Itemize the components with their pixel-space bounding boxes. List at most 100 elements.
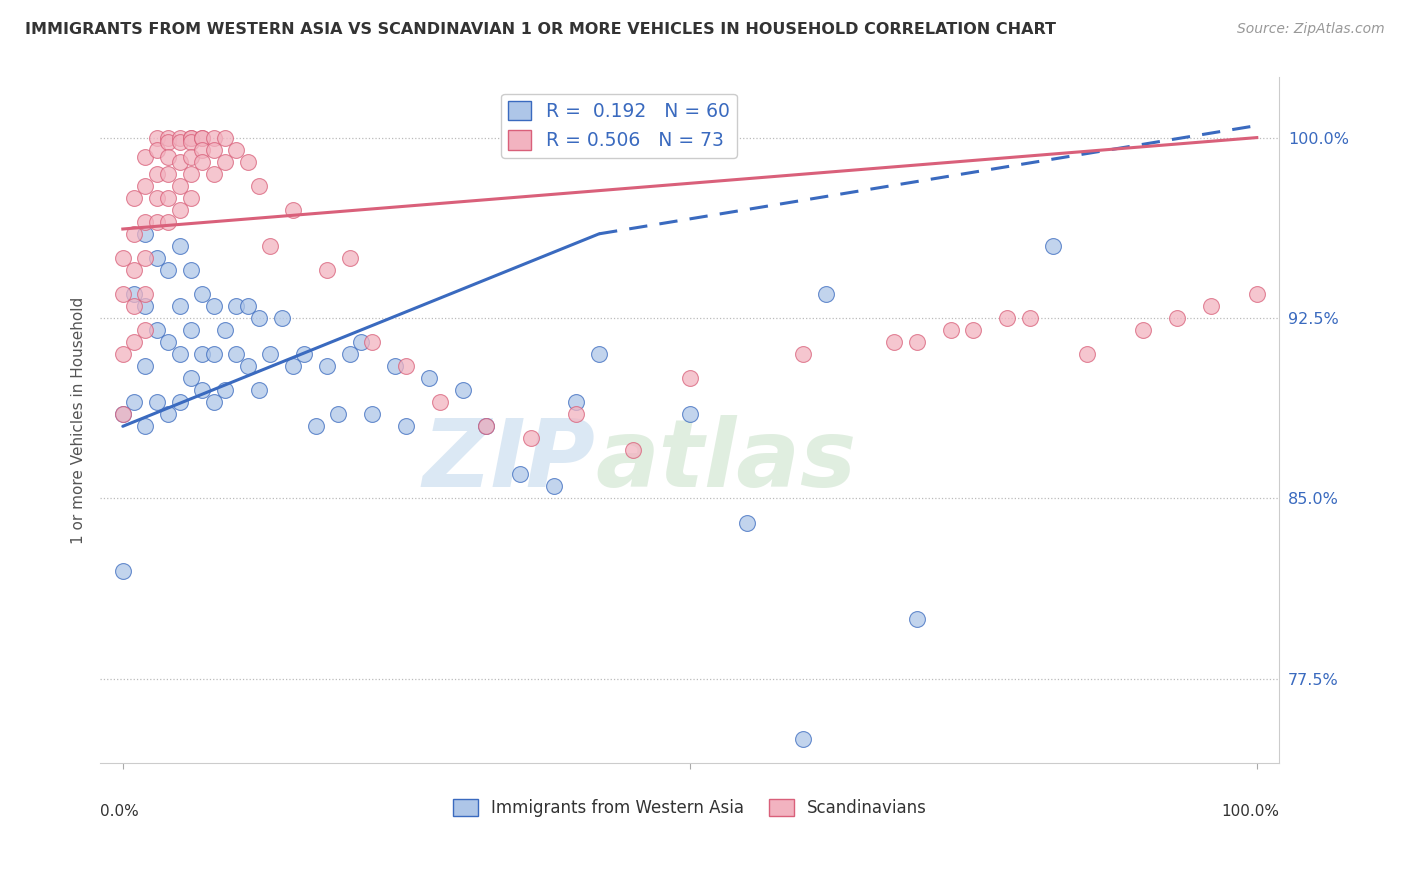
Text: 0.0%: 0.0% (100, 805, 139, 819)
Point (134, 251, 156, 265)
Point (588, 347, 610, 361)
Point (146, 191, 169, 205)
Point (1132, 323, 1154, 337)
Point (134, 227, 156, 241)
Point (202, 143, 225, 157)
Point (316, 359, 339, 373)
Point (304, 419, 326, 434)
Point (169, 202, 191, 217)
Point (146, 323, 169, 337)
Point (134, 287, 156, 301)
Point (679, 371, 702, 385)
Point (134, 215, 156, 229)
Point (134, 359, 156, 373)
Point (429, 395, 451, 409)
Text: ZIP: ZIP (423, 416, 596, 508)
Point (157, 407, 180, 421)
Point (361, 407, 384, 421)
Point (214, 383, 236, 397)
Point (281, 359, 304, 373)
Point (146, 167, 169, 181)
Point (111, 407, 134, 421)
Point (214, 154, 236, 169)
Point (191, 154, 214, 169)
Point (157, 130, 180, 145)
Point (236, 299, 259, 313)
Point (792, 347, 814, 361)
Point (134, 299, 156, 313)
Point (157, 191, 180, 205)
Point (180, 136, 202, 150)
Point (225, 143, 247, 157)
Point (157, 167, 180, 181)
Point (339, 251, 361, 265)
Point (169, 154, 191, 169)
Point (202, 347, 225, 361)
Point (180, 371, 202, 385)
Point (270, 311, 292, 326)
Point (259, 239, 281, 253)
Point (474, 419, 496, 434)
Text: Source: ZipAtlas.com: Source: ZipAtlas.com (1237, 22, 1385, 37)
Point (180, 323, 202, 337)
Point (509, 467, 531, 482)
Point (157, 263, 180, 277)
Point (905, 612, 928, 626)
Point (111, 564, 134, 578)
Point (122, 227, 145, 241)
Point (565, 407, 588, 421)
Point (180, 167, 202, 181)
Point (543, 479, 565, 493)
Point (122, 335, 145, 350)
Point (169, 130, 191, 145)
Point (1076, 347, 1098, 361)
Point (180, 130, 202, 145)
Point (451, 383, 474, 397)
Point (202, 167, 225, 181)
Point (111, 251, 134, 265)
Point (122, 191, 145, 205)
Text: IMMIGRANTS FROM WESTERN ASIA VS SCANDINAVIAN 1 OR MORE VEHICLES IN HOUSEHOLD COR: IMMIGRANTS FROM WESTERN ASIA VS SCANDINA… (25, 22, 1056, 37)
Point (191, 130, 214, 145)
Point (134, 419, 156, 434)
Point (169, 239, 191, 253)
Point (202, 130, 225, 145)
Point (883, 335, 905, 350)
Point (180, 150, 202, 164)
Text: atlas: atlas (596, 416, 856, 508)
Point (418, 371, 440, 385)
Point (1201, 299, 1223, 313)
Point (395, 419, 418, 434)
Point (191, 347, 214, 361)
Point (157, 136, 180, 150)
Point (202, 299, 225, 313)
Point (995, 311, 1018, 326)
Point (1019, 311, 1042, 326)
Point (316, 263, 339, 277)
Point (169, 395, 191, 409)
Point (384, 359, 406, 373)
Point (474, 419, 496, 434)
Point (169, 347, 191, 361)
Point (792, 732, 814, 747)
Point (191, 130, 214, 145)
Point (1042, 239, 1064, 253)
Point (225, 299, 247, 313)
Point (134, 178, 156, 193)
Point (939, 323, 962, 337)
Point (146, 143, 169, 157)
Point (169, 299, 191, 313)
Point (146, 130, 169, 145)
Point (169, 178, 191, 193)
Point (361, 335, 384, 350)
Point (146, 251, 169, 265)
Point (236, 359, 259, 373)
Point (111, 407, 134, 421)
Point (180, 130, 202, 145)
Point (735, 516, 758, 530)
Y-axis label: 1 or more Vehicles in Household: 1 or more Vehicles in Household (72, 297, 86, 544)
Point (814, 287, 837, 301)
Point (520, 431, 543, 445)
Point (395, 359, 418, 373)
Point (191, 287, 214, 301)
